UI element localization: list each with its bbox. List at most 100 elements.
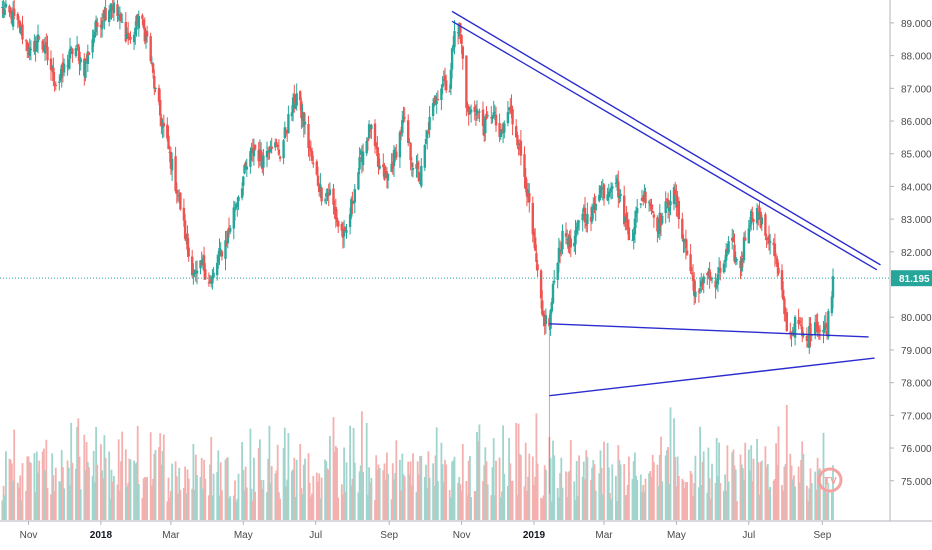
- volume-bar: [254, 491, 256, 520]
- volume-bar: [368, 467, 370, 520]
- candle-body: [517, 147, 520, 150]
- candle-body: [709, 279, 712, 281]
- volume-bar: [95, 426, 97, 520]
- volume-bar: [104, 457, 107, 520]
- candle-body: [291, 97, 295, 113]
- candle-body: [350, 199, 353, 217]
- x-tick-label: 2018: [90, 530, 113, 541]
- volume-bar: [266, 492, 268, 520]
- candle-body: [510, 105, 513, 113]
- y-tick-label: 88.000: [901, 52, 932, 63]
- volume-bar: [295, 459, 298, 520]
- candle-body: [722, 263, 726, 273]
- candle-body: [443, 75, 447, 81]
- volume-bar: [336, 447, 338, 520]
- volume-bar: [781, 485, 783, 520]
- volume-bar: [793, 475, 795, 520]
- candle-body: [267, 153, 270, 154]
- volume-bar: [581, 476, 584, 520]
- volume-bar: [643, 491, 646, 520]
- candle-body: [465, 55, 468, 108]
- candle-body: [608, 191, 612, 193]
- volume-bar: [733, 465, 736, 520]
- volume-bar: [121, 431, 124, 520]
- volume-bar: [501, 491, 503, 520]
- volume-bar: [774, 479, 776, 520]
- trendline-upper-channel-bottom[interactable]: [451, 20, 878, 271]
- volume-bar: [706, 492, 709, 520]
- volume-bar: [229, 496, 232, 520]
- volume-bar: [727, 481, 730, 520]
- candle-body: [217, 255, 220, 263]
- candle-body: [453, 31, 456, 48]
- volume-bar: [594, 490, 597, 520]
- y-tick-label: 77.000: [901, 411, 932, 422]
- volume-bar: [752, 458, 755, 520]
- volume-bar: [657, 486, 660, 520]
- candle-body: [776, 258, 779, 268]
- volume-bar: [692, 496, 694, 520]
- volume-bar: [311, 493, 313, 520]
- candle-body: [798, 321, 801, 323]
- volume-bar: [120, 461, 122, 520]
- candle-body: [212, 272, 215, 278]
- candle-body: [129, 36, 132, 40]
- candle-body: [8, 6, 11, 13]
- volume-bar: [593, 464, 596, 520]
- candle-body: [435, 101, 438, 104]
- candle-body: [29, 48, 33, 51]
- candle-body: [96, 22, 99, 27]
- volume-bar: [261, 488, 264, 520]
- volume-bar: [577, 496, 579, 520]
- candle-body: [116, 4, 119, 16]
- candle-body: [573, 242, 576, 247]
- trendline-support-bottom[interactable]: [549, 357, 875, 397]
- candle-body: [566, 238, 569, 240]
- candle-body: [632, 232, 635, 240]
- volume-bar: [12, 480, 14, 520]
- volume-bar: [690, 473, 693, 520]
- candle-body: [249, 151, 252, 167]
- candle-body: [631, 239, 634, 241]
- volume-bar: [485, 461, 488, 520]
- candle-body: [694, 291, 697, 298]
- y-tick-label: 75.000: [901, 477, 932, 488]
- candle-body: [301, 114, 304, 121]
- volume-bar: [760, 460, 763, 520]
- volume-bar: [390, 499, 393, 520]
- volume-bar: [656, 464, 659, 520]
- volume-bar: [108, 451, 111, 520]
- volume-bar: [520, 455, 522, 520]
- candle-body: [542, 314, 545, 316]
- candle-body: [53, 83, 56, 85]
- trendline-upper-channel-top[interactable]: [451, 10, 881, 266]
- candle-body: [187, 247, 190, 257]
- candle-body: [669, 201, 672, 206]
- volume-bar: [785, 404, 788, 520]
- candle-body: [352, 201, 355, 204]
- volume-bar: [814, 471, 817, 520]
- candle-body: [802, 334, 805, 337]
- volume-bar: [324, 459, 326, 520]
- candle-body: [182, 207, 186, 221]
- volume-bar: [478, 424, 481, 520]
- volume-bar: [749, 470, 751, 520]
- candle-body: [316, 175, 320, 186]
- candle-body: [399, 132, 403, 135]
- candle-body: [516, 134, 519, 146]
- volume-bar: [410, 485, 413, 520]
- candle-body: [780, 270, 784, 290]
- volume-bar: [187, 478, 190, 520]
- candle-body: [434, 96, 437, 105]
- trendline-support-top[interactable]: [549, 323, 869, 338]
- x-tick-label: Sep: [380, 530, 398, 541]
- candle-body: [144, 33, 148, 41]
- volume-bar: [37, 472, 39, 520]
- candle-body: [265, 151, 269, 158]
- candle-body: [262, 155, 265, 168]
- volume-bar: [732, 449, 735, 520]
- volume-bar: [409, 461, 412, 520]
- volume-bar: [742, 468, 744, 520]
- volume-bar: [434, 455, 437, 520]
- volume-bar: [569, 440, 572, 520]
